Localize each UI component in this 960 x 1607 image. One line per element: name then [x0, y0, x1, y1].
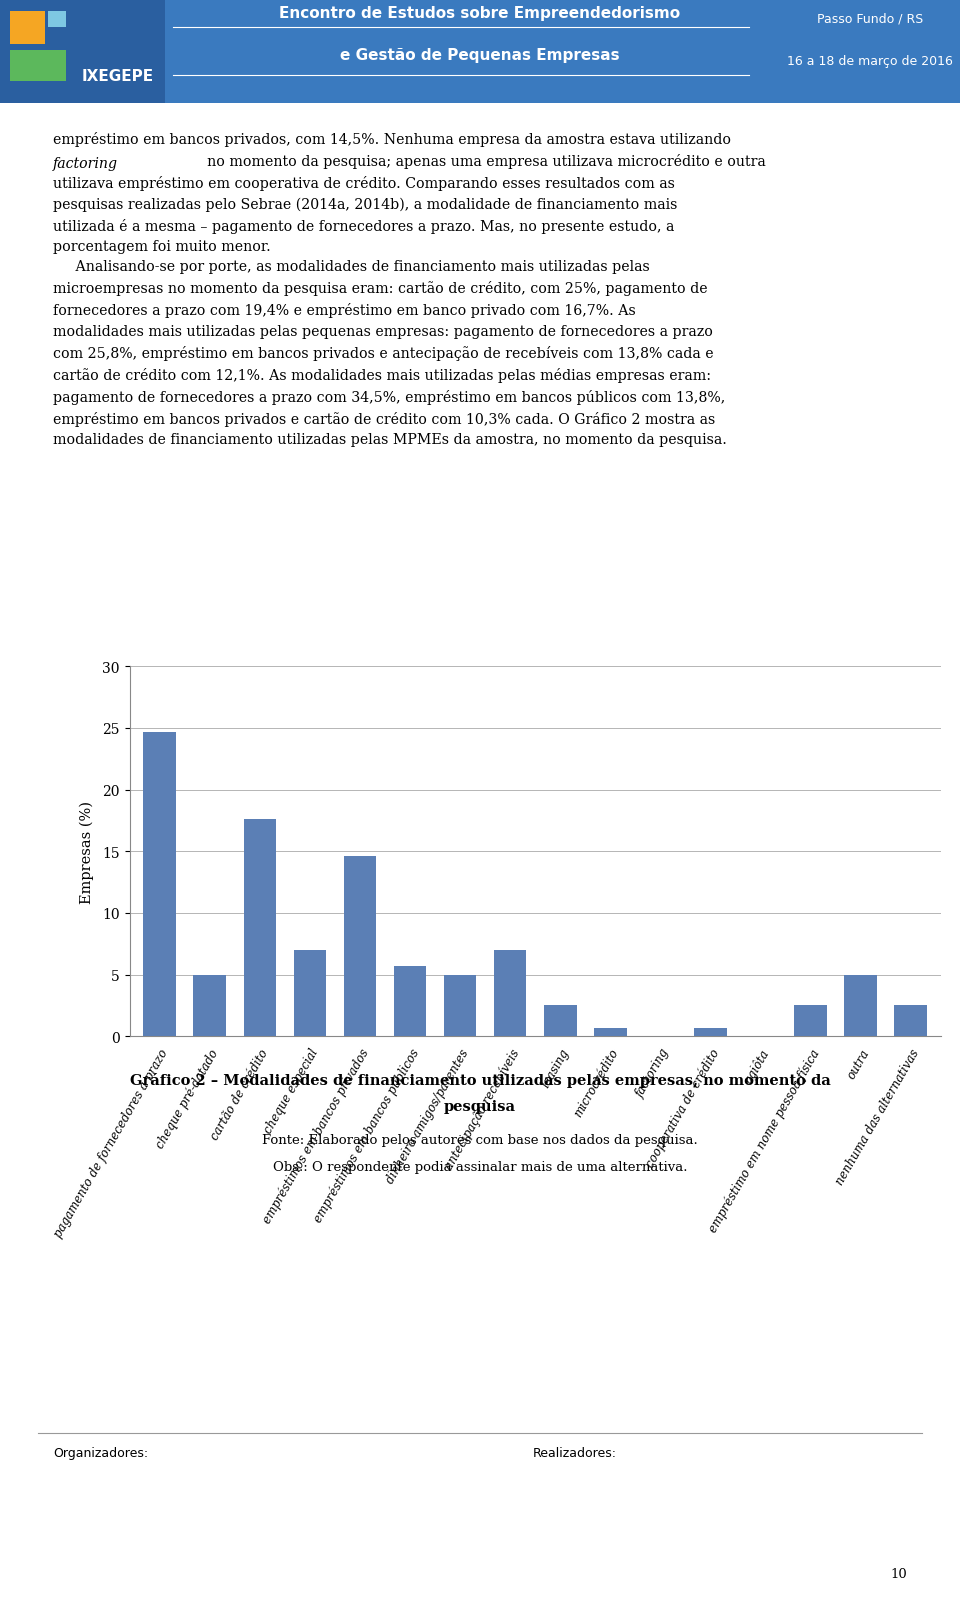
- Bar: [594, 1028, 627, 1037]
- Bar: [143, 733, 176, 1037]
- Text: Fonte: Elaborado pelos autores com base nos dados da pesquisa.: Fonte: Elaborado pelos autores com base …: [262, 1133, 698, 1146]
- Bar: [10, 13, 45, 45]
- Text: pesquisa: pesquisa: [444, 1099, 516, 1114]
- Text: e Gestão de Pequenas Empresas: e Gestão de Pequenas Empresas: [340, 48, 620, 63]
- Text: empréstimo em bancos privados, com 14,5%. Nenhuma empresa da amostra estava util: empréstimo em bancos privados, com 14,5%…: [53, 132, 765, 447]
- Bar: [344, 857, 376, 1037]
- Bar: [493, 950, 526, 1037]
- Text: Obs.: O respondente podia assinalar mais de uma alternativa.: Obs.: O respondente podia assinalar mais…: [273, 1160, 687, 1173]
- Bar: [444, 975, 476, 1037]
- Y-axis label: Empresas (%): Empresas (%): [80, 800, 94, 903]
- Bar: [394, 966, 426, 1037]
- Text: Passo Fundo / RS: Passo Fundo / RS: [817, 13, 924, 26]
- Text: empréstimo em bancos privados, com 14,5%. Nenhuma empresa da amostra estava util: empréstimo em bancos privados, com 14,5%…: [53, 132, 731, 146]
- Bar: [10, 51, 66, 82]
- Bar: [294, 950, 326, 1037]
- Text: Encontro de Estudos sobre Empreendedorismo: Encontro de Estudos sobre Empreendedoris…: [279, 6, 681, 21]
- Text: IXEGEPE: IXEGEPE: [82, 69, 155, 84]
- Bar: [544, 1006, 577, 1037]
- Bar: [794, 1006, 827, 1037]
- Text: 16 a 18 de março de 2016: 16 a 18 de março de 2016: [787, 55, 953, 67]
- Bar: [244, 820, 276, 1037]
- Bar: [48, 13, 66, 29]
- Text: Gráfico 2 – Modalidades de financiamento utilizadas pelas empresas, no momento d: Gráfico 2 – Modalidades de financiamento…: [130, 1072, 830, 1086]
- Text: Realizadores:: Realizadores:: [533, 1446, 617, 1459]
- Bar: [194, 975, 226, 1037]
- Bar: [0, 0, 165, 103]
- Bar: [694, 1028, 727, 1037]
- Text: Organizadores:: Organizadores:: [53, 1446, 148, 1459]
- Text: factoring: factoring: [53, 156, 118, 170]
- Bar: [895, 1006, 927, 1037]
- Text: 10: 10: [891, 1567, 907, 1580]
- Bar: [845, 975, 876, 1037]
